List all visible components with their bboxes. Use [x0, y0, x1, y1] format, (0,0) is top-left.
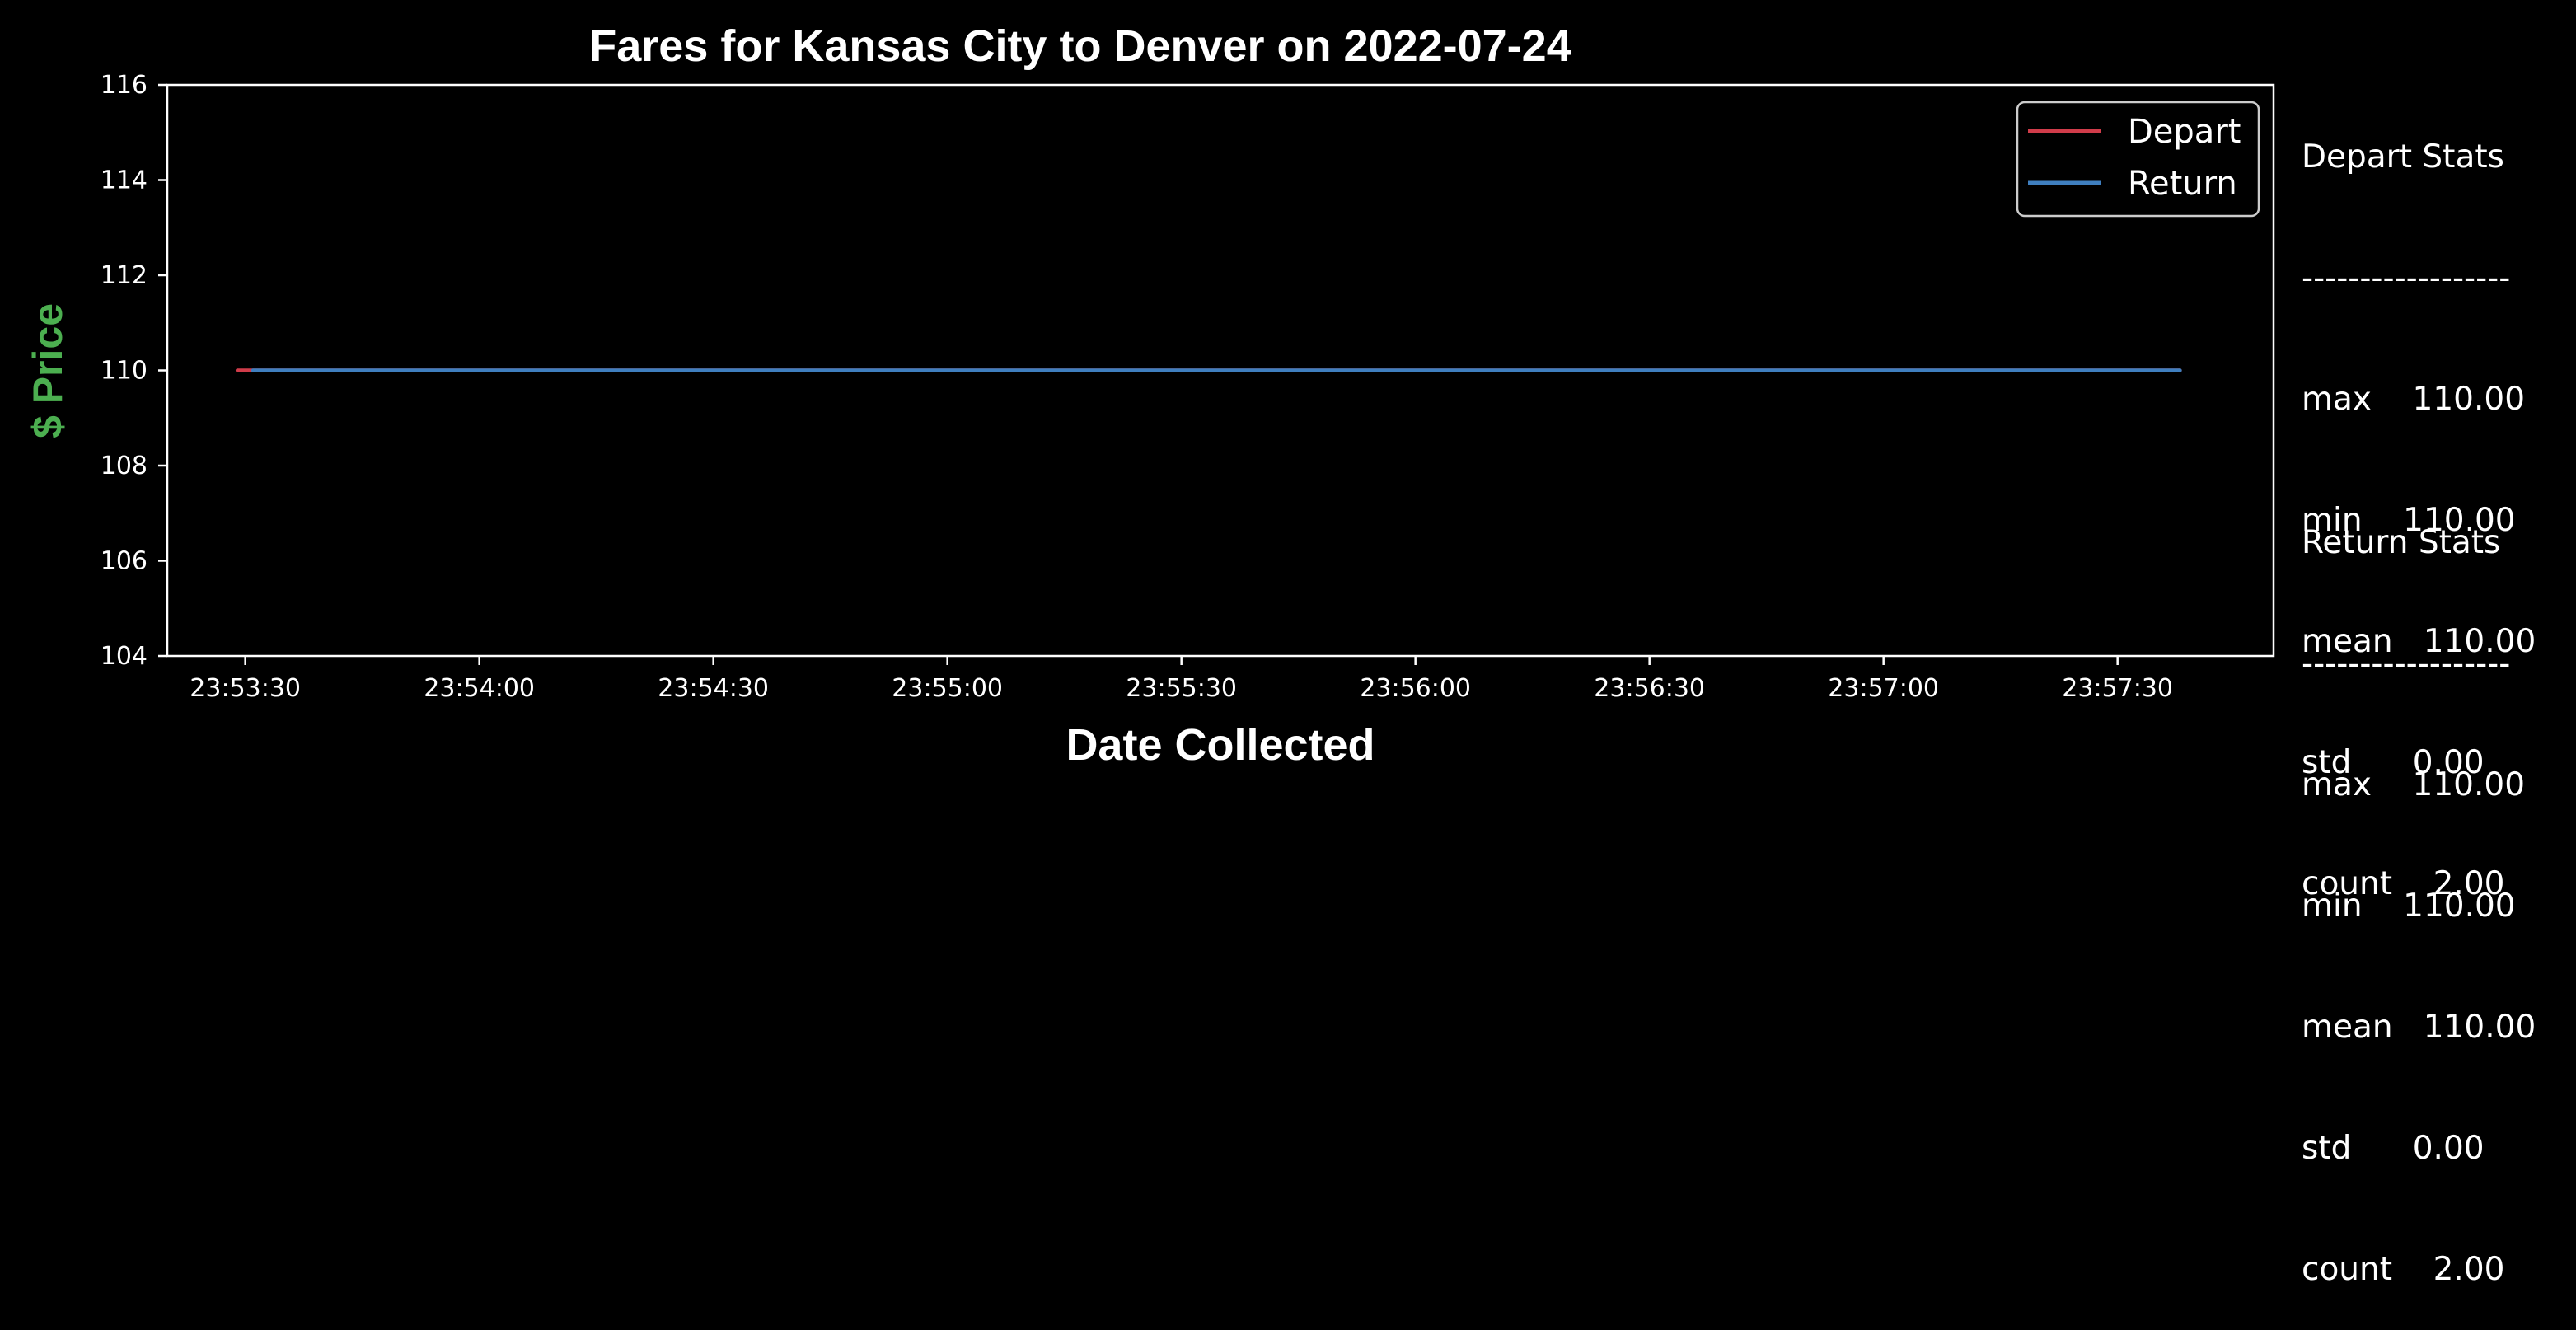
- depart-stats-row: max 110.00: [2302, 381, 2526, 418]
- x-tick-label: 23:53:30: [190, 674, 301, 703]
- y-axis-label: $ Price: [25, 303, 71, 438]
- x-tick-label: 23:54:00: [424, 674, 535, 703]
- x-tick-label: 23:56:00: [1360, 674, 1471, 703]
- x-axis-ticks: 23:53:30 23:54:00 23:54:30 23:55:00 23:55:30…: [190, 656, 2173, 703]
- depart-stats-row: std 0.00: [2302, 744, 2485, 781]
- x-tick-label: 23:57:30: [2062, 674, 2173, 703]
- return-stats-row: mean 110.00: [2302, 1009, 2536, 1046]
- y-tick-label: 112: [101, 261, 148, 290]
- depart-stats-row: min 110.00: [2302, 502, 2516, 539]
- x-tick-label: 23:57:00: [1828, 674, 1939, 703]
- x-tick-label: 23:56:30: [1594, 674, 1705, 703]
- legend-label-return: Return: [2128, 165, 2237, 203]
- return-stats-panel: Return Stats ------------------ max 110.…: [2302, 442, 2536, 1330]
- chart-title: Fares for Kansas City to Denver on 2022-…: [589, 21, 1571, 71]
- chart-legend: Depart Return: [2016, 101, 2260, 218]
- y-tick-label: 116: [101, 71, 148, 100]
- y-tick-label: 104: [101, 642, 148, 671]
- depart-stats-separator: ------------------: [2302, 260, 2511, 297]
- x-tick-label: 23:54:30: [658, 674, 769, 703]
- y-axis-ticks: 104 106 108 110 112 114 116: [101, 71, 167, 671]
- return-stats-separator: ------------------: [2302, 645, 2511, 682]
- y-tick-label: 114: [101, 166, 148, 195]
- return-stats-header: Return Stats: [2302, 524, 2501, 561]
- return-stats-row: max 110.00: [2302, 766, 2526, 803]
- return-stats-row: min 110.00: [2302, 887, 2516, 925]
- depart-stats-row: mean 110.00: [2302, 623, 2536, 660]
- y-tick-label: 108: [101, 452, 148, 480]
- x-tick-label: 23:55:00: [892, 674, 1003, 703]
- y-tick-label: 106: [101, 547, 148, 576]
- x-tick-label: 23:55:30: [1126, 674, 1237, 703]
- legend-label-depart: Depart: [2128, 113, 2241, 151]
- y-tick-label: 110: [101, 357, 148, 386]
- x-axis-label: Date Collected: [1066, 720, 1375, 770]
- fare-line-chart: Fares for Kansas City to Denver on 2022-…: [25, 21, 2275, 770]
- return-stats-row: std 0.00: [2302, 1130, 2485, 1167]
- depart-stats-header: Depart Stats: [2302, 138, 2504, 176]
- return-stats-row: count 2.00: [2302, 1251, 2505, 1288]
